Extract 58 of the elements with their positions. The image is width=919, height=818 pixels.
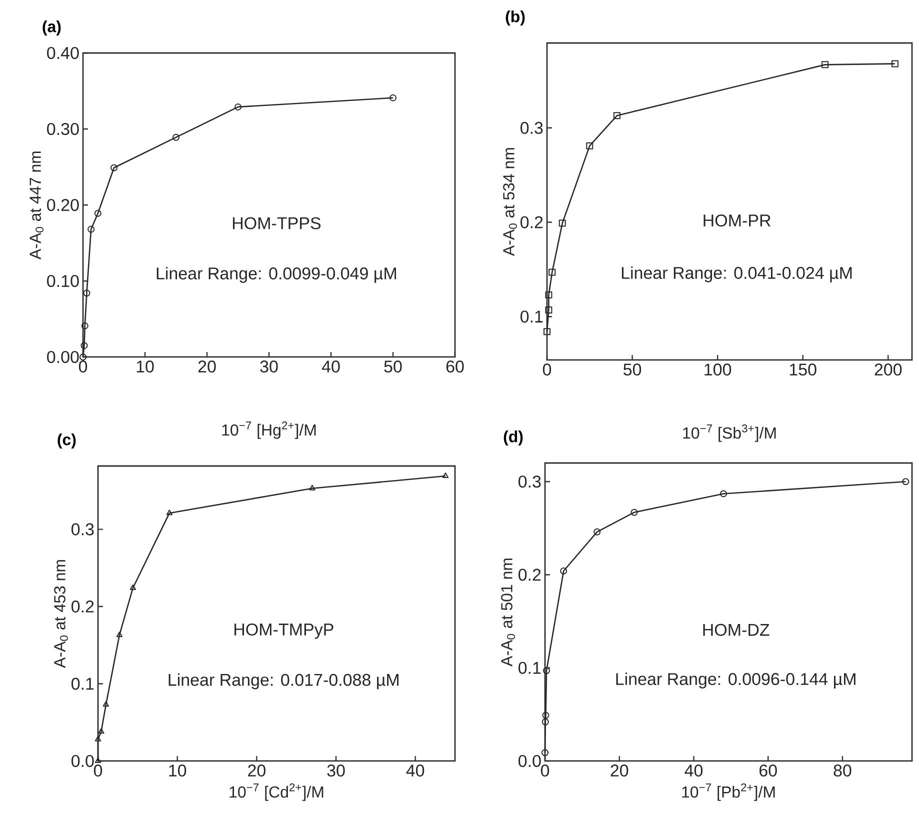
y-tick-label: 0.10 [47,274,79,288]
x-tick-label: 0 [542,364,552,376]
x-tick-label: 20 [610,764,628,777]
chart-title: (c) [58,434,76,448]
y-tick-label: 0.1 [72,678,94,690]
annotation: HOM-DZ [703,624,770,636]
x-tick-label: 10 [169,764,186,777]
x-tick-label: 150 [790,364,816,376]
x-tick-label: 40 [684,764,703,777]
chart-title: (b) [506,10,525,26]
x-tick-label: 50 [384,360,402,373]
x-axis-title: 10$^{−7}$ [Pb$^{2+}$]/M [682,783,775,801]
x-tick-label: 40 [322,360,340,373]
x-tick-label: 20 [198,360,216,373]
x-tick-label: 50 [624,364,642,376]
x-tick-label: 100 [704,364,732,376]
x-tick-label: 0 [540,764,550,777]
x-tick-label: 20 [248,764,266,777]
x-tick-label: 80 [834,764,852,777]
x-tick-label: 200 [874,364,902,376]
y-axis-title: A-A$_{0}$ at 447 nm [30,152,44,260]
x-axis-title: 10$^{−7}$ [Cd$^{2+}$]/M [230,783,324,801]
y-tick-label: 0.2 [520,216,543,228]
x-axis-title: 10$^{−7}$ [Hg$^{2+}$]/M [222,421,316,439]
y-tick-label: 0.40 [47,46,79,60]
y-tick-label: 0.30 [47,122,79,136]
x-tick-label: 0 [78,360,88,373]
annotation: Linear Range: 0.0099-0.049 µM [156,266,396,283]
annotation: HOM-PR [704,214,770,227]
chart-title: (d) [504,430,523,446]
x-tick-label: 30 [260,360,278,373]
x-tick-label: 60 [446,360,464,373]
annotation: Linear Range: 0.0096-0.144 µM [616,672,856,688]
y-tick-label: 0.3 [72,523,94,536]
x-tick-label: 40 [406,764,424,777]
annotation: Linear Range: 0.017-0.088 µM [168,673,398,690]
y-tick-label: 0.0 [518,754,541,768]
x-tick-label: 60 [760,764,777,777]
y-tick-label: 0.0 [72,754,94,768]
y-tick-label: 0.3 [518,476,541,488]
y-tick-label: 0.2 [72,600,94,613]
y-axis-title: A-A$_{0}$ at 453 nm [54,560,68,668]
x-axis-title: 10$^{−7}$ [Sb$^{3+}$]/M [683,424,776,442]
x-tick-label: 30 [327,764,345,777]
x-tick-label: 0 [94,764,102,777]
y-axis-title: A-A$_{0}$ at 501 nm [501,558,515,666]
y-tick-label: 0.1 [520,310,543,323]
y-tick-label: 0.2 [518,568,541,581]
annotation: Linear Range: 0.041-0.024 µM [622,266,852,282]
chart-title: (a) [42,20,61,36]
y-tick-label: 0.20 [47,198,79,212]
annotation: HOM-TPPS [232,217,321,230]
y-axis-title: A-A$_{0}$ at 534 nm [503,148,517,256]
annotation: HOM-TMPyP [234,623,334,639]
y-tick-label: 0.3 [520,122,543,134]
x-tick-label: 10 [136,360,154,373]
y-tick-label: 0.00 [47,350,79,364]
y-tick-label: 0.1 [518,662,541,674]
